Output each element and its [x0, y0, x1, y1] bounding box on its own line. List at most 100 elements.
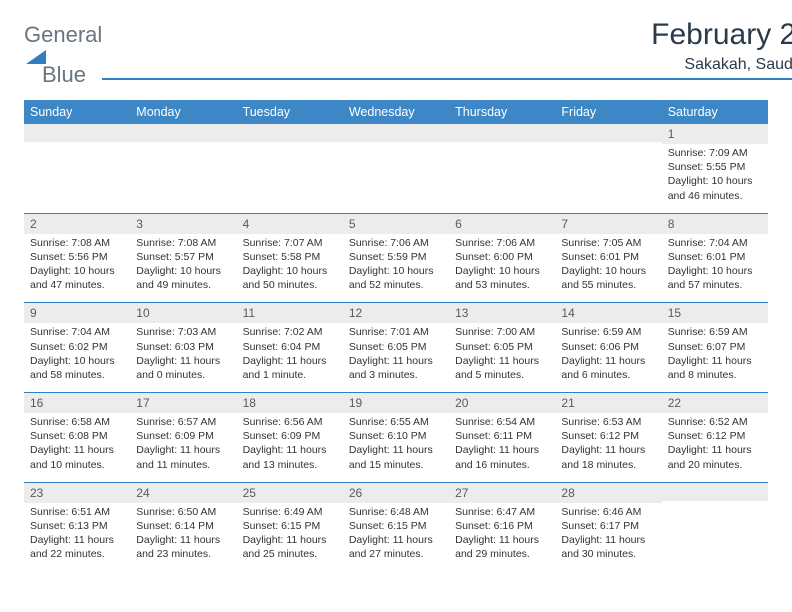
page-header: General Blue February 2025 Sakakah, Saud… — [24, 18, 768, 86]
calendar-cell: 28Sunrise: 6:46 AM Sunset: 6:17 PM Dayli… — [555, 482, 661, 571]
calendar-week-row: 23Sunrise: 6:51 AM Sunset: 6:13 PM Dayli… — [24, 482, 768, 571]
day-details: Sunrise: 7:08 AM Sunset: 5:57 PM Dayligh… — [130, 234, 236, 303]
calendar-cell: 12Sunrise: 7:01 AM Sunset: 6:05 PM Dayli… — [343, 303, 449, 393]
calendar-cell: 21Sunrise: 6:53 AM Sunset: 6:12 PM Dayli… — [555, 393, 661, 483]
day-number: 24 — [130, 483, 236, 503]
calendar-cell: 7Sunrise: 7:05 AM Sunset: 6:01 PM Daylig… — [555, 213, 661, 303]
day-number: 1 — [662, 124, 768, 144]
day-number: 18 — [237, 393, 343, 413]
day-number: 28 — [555, 483, 661, 503]
day-number: 22 — [662, 393, 768, 413]
day-details: Sunrise: 6:55 AM Sunset: 6:10 PM Dayligh… — [343, 413, 449, 482]
day-details — [24, 142, 130, 202]
location-subtitle: Sakakah, Saudi Arabia — [102, 56, 792, 80]
calendar-week-row: 2Sunrise: 7:08 AM Sunset: 5:56 PM Daylig… — [24, 213, 768, 303]
weekday-header: Saturday — [662, 100, 768, 124]
logo-word-2: Blue — [42, 62, 86, 87]
calendar-cell: 11Sunrise: 7:02 AM Sunset: 6:04 PM Dayli… — [237, 303, 343, 393]
weekday-header: Friday — [555, 100, 661, 124]
calendar-cell: 22Sunrise: 6:52 AM Sunset: 6:12 PM Dayli… — [662, 393, 768, 483]
calendar-table: SundayMondayTuesdayWednesdayThursdayFrid… — [24, 100, 768, 571]
title-block: February 2025 Sakakah, Saudi Arabia — [102, 18, 792, 80]
calendar-cell: 2Sunrise: 7:08 AM Sunset: 5:56 PM Daylig… — [24, 213, 130, 303]
calendar-cell — [449, 124, 555, 213]
day-details — [662, 501, 768, 561]
day-details: Sunrise: 7:00 AM Sunset: 6:05 PM Dayligh… — [449, 323, 555, 392]
day-details: Sunrise: 6:50 AM Sunset: 6:14 PM Dayligh… — [130, 503, 236, 572]
weekday-header: Sunday — [24, 100, 130, 124]
day-details: Sunrise: 6:52 AM Sunset: 6:12 PM Dayligh… — [662, 413, 768, 482]
day-number: 15 — [662, 303, 768, 323]
day-number — [662, 483, 768, 501]
day-number: 16 — [24, 393, 130, 413]
calendar-body: 1Sunrise: 7:09 AM Sunset: 5:55 PM Daylig… — [24, 124, 768, 571]
day-details: Sunrise: 7:04 AM Sunset: 6:02 PM Dayligh… — [24, 323, 130, 392]
weekday-header: Thursday — [449, 100, 555, 124]
day-details: Sunrise: 7:08 AM Sunset: 5:56 PM Dayligh… — [24, 234, 130, 303]
calendar-week-row: 1Sunrise: 7:09 AM Sunset: 5:55 PM Daylig… — [24, 124, 768, 213]
day-number: 13 — [449, 303, 555, 323]
day-details: Sunrise: 6:54 AM Sunset: 6:11 PM Dayligh… — [449, 413, 555, 482]
day-number — [343, 124, 449, 142]
calendar-cell: 26Sunrise: 6:48 AM Sunset: 6:15 PM Dayli… — [343, 482, 449, 571]
calendar-cell: 9Sunrise: 7:04 AM Sunset: 6:02 PM Daylig… — [24, 303, 130, 393]
day-details: Sunrise: 7:01 AM Sunset: 6:05 PM Dayligh… — [343, 323, 449, 392]
calendar-cell: 16Sunrise: 6:58 AM Sunset: 6:08 PM Dayli… — [24, 393, 130, 483]
calendar-cell: 3Sunrise: 7:08 AM Sunset: 5:57 PM Daylig… — [130, 213, 236, 303]
day-details: Sunrise: 6:58 AM Sunset: 6:08 PM Dayligh… — [24, 413, 130, 482]
day-details — [130, 142, 236, 202]
day-number — [555, 124, 661, 142]
calendar-cell — [555, 124, 661, 213]
day-number: 26 — [343, 483, 449, 503]
day-details: Sunrise: 7:09 AM Sunset: 5:55 PM Dayligh… — [662, 144, 768, 213]
day-number: 5 — [343, 214, 449, 234]
day-details: Sunrise: 6:47 AM Sunset: 6:16 PM Dayligh… — [449, 503, 555, 572]
brand-logo: General Blue — [24, 18, 102, 86]
day-number: 9 — [24, 303, 130, 323]
logo-text-block: General Blue — [24, 24, 102, 86]
day-number: 12 — [343, 303, 449, 323]
day-details: Sunrise: 6:59 AM Sunset: 6:06 PM Dayligh… — [555, 323, 661, 392]
day-details: Sunrise: 7:06 AM Sunset: 6:00 PM Dayligh… — [449, 234, 555, 303]
day-number — [24, 124, 130, 142]
weekday-header: Monday — [130, 100, 236, 124]
calendar-cell: 6Sunrise: 7:06 AM Sunset: 6:00 PM Daylig… — [449, 213, 555, 303]
day-details — [343, 142, 449, 202]
calendar-cell: 20Sunrise: 6:54 AM Sunset: 6:11 PM Dayli… — [449, 393, 555, 483]
calendar-cell: 8Sunrise: 7:04 AM Sunset: 6:01 PM Daylig… — [662, 213, 768, 303]
calendar-cell: 19Sunrise: 6:55 AM Sunset: 6:10 PM Dayli… — [343, 393, 449, 483]
calendar-page: General Blue February 2025 Sakakah, Saud… — [0, 0, 792, 571]
calendar-cell: 4Sunrise: 7:07 AM Sunset: 5:58 PM Daylig… — [237, 213, 343, 303]
calendar-cell: 1Sunrise: 7:09 AM Sunset: 5:55 PM Daylig… — [662, 124, 768, 213]
calendar-week-row: 16Sunrise: 6:58 AM Sunset: 6:08 PM Dayli… — [24, 393, 768, 483]
day-number — [237, 124, 343, 142]
calendar-cell: 5Sunrise: 7:06 AM Sunset: 5:59 PM Daylig… — [343, 213, 449, 303]
day-details — [237, 142, 343, 202]
weekday-header-row: SundayMondayTuesdayWednesdayThursdayFrid… — [24, 100, 768, 124]
day-number: 4 — [237, 214, 343, 234]
day-details: Sunrise: 6:59 AM Sunset: 6:07 PM Dayligh… — [662, 323, 768, 392]
day-number — [449, 124, 555, 142]
day-details — [449, 142, 555, 202]
calendar-cell — [237, 124, 343, 213]
calendar-cell: 23Sunrise: 6:51 AM Sunset: 6:13 PM Dayli… — [24, 482, 130, 571]
day-details: Sunrise: 7:04 AM Sunset: 6:01 PM Dayligh… — [662, 234, 768, 303]
day-details: Sunrise: 7:07 AM Sunset: 5:58 PM Dayligh… — [237, 234, 343, 303]
calendar-cell — [24, 124, 130, 213]
day-number — [130, 124, 236, 142]
calendar-cell: 25Sunrise: 6:49 AM Sunset: 6:15 PM Dayli… — [237, 482, 343, 571]
calendar-cell: 17Sunrise: 6:57 AM Sunset: 6:09 PM Dayli… — [130, 393, 236, 483]
calendar-cell — [662, 482, 768, 571]
calendar-cell: 13Sunrise: 7:00 AM Sunset: 6:05 PM Dayli… — [449, 303, 555, 393]
calendar-cell — [130, 124, 236, 213]
day-number: 11 — [237, 303, 343, 323]
day-details: Sunrise: 6:57 AM Sunset: 6:09 PM Dayligh… — [130, 413, 236, 482]
calendar-cell: 18Sunrise: 6:56 AM Sunset: 6:09 PM Dayli… — [237, 393, 343, 483]
calendar-cell: 27Sunrise: 6:47 AM Sunset: 6:16 PM Dayli… — [449, 482, 555, 571]
day-details: Sunrise: 7:02 AM Sunset: 6:04 PM Dayligh… — [237, 323, 343, 392]
day-number: 10 — [130, 303, 236, 323]
weekday-header: Wednesday — [343, 100, 449, 124]
calendar-week-row: 9Sunrise: 7:04 AM Sunset: 6:02 PM Daylig… — [24, 303, 768, 393]
logo-word-1: General — [24, 22, 102, 47]
day-number: 21 — [555, 393, 661, 413]
